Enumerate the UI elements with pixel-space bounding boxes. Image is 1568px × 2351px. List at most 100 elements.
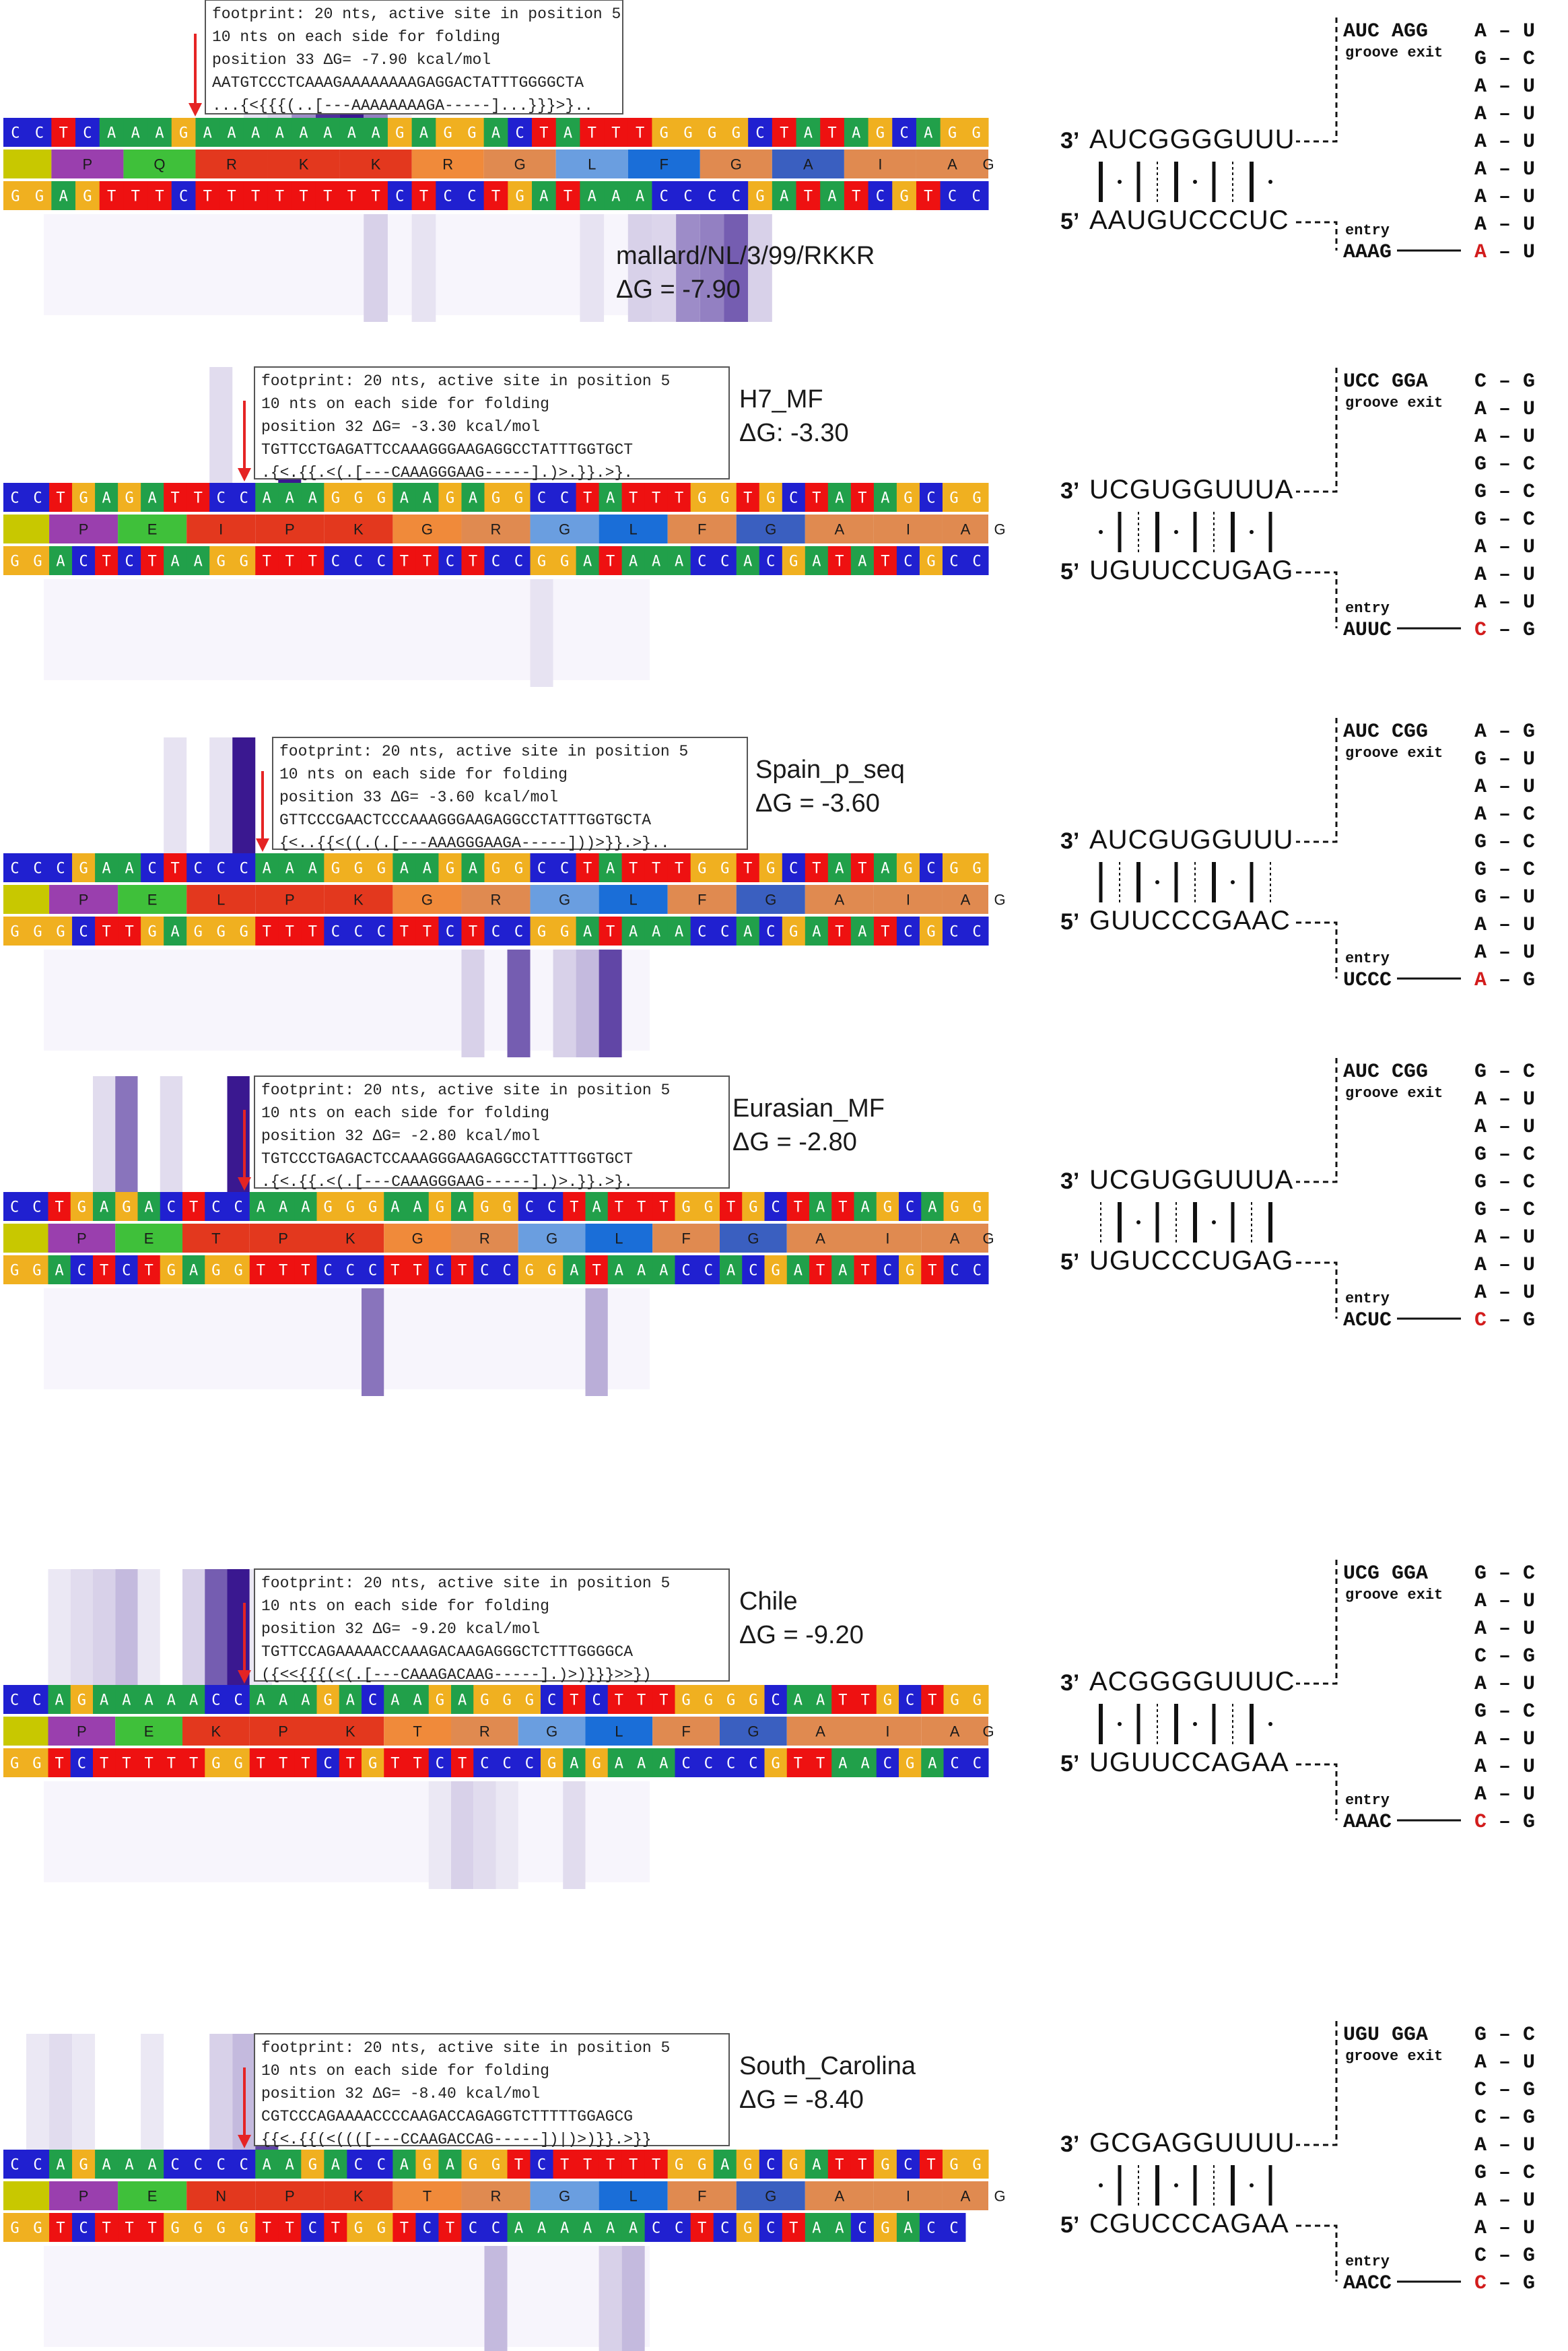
five-prime-sequence: AAUGUCCCUC xyxy=(1089,205,1289,235)
nucleotide-label: C xyxy=(514,554,523,570)
nucleotide-cell xyxy=(873,2213,897,2242)
nucleotide-cell xyxy=(921,1748,944,1777)
info-box xyxy=(272,737,748,850)
nucleotide-label: C xyxy=(949,554,958,570)
nucleotide-label: A xyxy=(279,1692,287,1709)
nucleotide-cell xyxy=(576,917,600,946)
nucleotide-cell xyxy=(736,917,760,946)
nucleotide-cell xyxy=(232,2150,256,2179)
nucleotide-cell xyxy=(301,483,325,512)
nucleotide-cell xyxy=(3,1685,26,1714)
groove-exit-label: groove exit xyxy=(1345,1085,1443,1102)
shade-lane xyxy=(580,214,605,322)
nucleotide-cell xyxy=(690,2213,714,2242)
amino-acid-label: R xyxy=(479,1230,490,1247)
nucleotide-cell xyxy=(182,1192,205,1221)
base-pair: A – U xyxy=(1474,186,1535,209)
nucleotide-cell xyxy=(553,546,577,575)
nucleotide-cell xyxy=(782,2150,806,2179)
shade-lane xyxy=(227,1076,250,1192)
base-pair: A – U xyxy=(1474,1254,1535,1277)
nucleotide-label: C xyxy=(949,924,958,941)
nucleotide-label: G xyxy=(179,125,188,142)
nucleotide-label: T xyxy=(423,924,432,941)
nucleotide-label: T xyxy=(145,1756,154,1773)
hairpin-diagram: AUC CGG A – G groove exit G – U A – U A – C G … xyxy=(1060,718,1535,992)
nucleotide-cell xyxy=(278,483,302,512)
nucleotide-cell xyxy=(965,853,989,882)
base-pair: A – U xyxy=(1474,776,1535,799)
nucleotide-label: A xyxy=(838,1756,847,1773)
amino-acid-label: G xyxy=(994,892,1005,908)
nucleotide-label: T xyxy=(469,554,477,570)
amino-acid-cell xyxy=(805,515,874,543)
nucleotide-label: A xyxy=(346,1692,355,1709)
amino-acid-cell xyxy=(3,1717,48,1746)
nucleotide-cell xyxy=(555,181,580,210)
shade-lane xyxy=(676,214,700,322)
nucleotide-label: T xyxy=(852,189,860,205)
three-prime-sequence: AUCGGGGUUU xyxy=(1089,125,1295,154)
nucleotide-label: T xyxy=(458,1263,467,1280)
nucleotide-cell xyxy=(219,118,244,147)
nucleotide-label: T xyxy=(331,2220,340,2237)
nucleotide-cell xyxy=(831,1192,854,1221)
nucleotide-label: C xyxy=(704,1756,713,1773)
nucleotide-label: A xyxy=(881,490,889,507)
nucleotide-label: T xyxy=(570,1199,578,1216)
five-prime-label: 5’ xyxy=(1060,1249,1079,1275)
nucleotide-cell xyxy=(164,2150,187,2179)
nucleotide-label: A xyxy=(629,554,638,570)
nucleotide-cell xyxy=(347,853,370,882)
nucleotide-cell xyxy=(563,1192,586,1221)
nucleotide-label: A xyxy=(606,861,615,878)
nucleotide-label: T xyxy=(637,1692,646,1709)
nucleotide-cell xyxy=(451,1685,474,1714)
nucleotide-cell xyxy=(805,2150,829,2179)
nucleotide-label: A xyxy=(858,554,866,570)
entry-label: entry xyxy=(1345,2253,1390,2270)
base-pair: – G xyxy=(1499,1309,1535,1332)
strain-name: South_Carolina xyxy=(739,2052,916,2080)
nucleotide-label: A xyxy=(148,490,157,507)
nucleotide-cell xyxy=(339,181,364,210)
nucleotide-cell xyxy=(965,917,989,946)
nucleotide-label: C xyxy=(972,189,981,205)
amino-acid-label: P xyxy=(79,892,89,908)
nucleotide-cell xyxy=(690,546,714,575)
nucleotide-label: G xyxy=(704,1199,713,1216)
nucleotide-cell xyxy=(530,2150,554,2179)
nucleotide-label: C xyxy=(436,1756,444,1773)
delta-g-value: ΔG = -2.80 xyxy=(732,1128,857,1156)
nucleotide-label: C xyxy=(33,2157,42,2174)
nucleotide-label: C xyxy=(480,1756,489,1773)
nucleotide-cell xyxy=(347,2213,370,2242)
nucleotide-cell xyxy=(255,917,279,946)
nucleotide-cell xyxy=(393,2150,416,2179)
nucleotide-cell xyxy=(831,1748,854,1777)
nucleotide-cell xyxy=(585,1685,609,1714)
nucleotide-label: A xyxy=(171,554,180,570)
nucleotide-label: A xyxy=(155,125,164,142)
nucleotide-cell xyxy=(186,546,210,575)
amino-acid-label: I xyxy=(906,2188,910,2205)
amino-acid-cell xyxy=(461,885,531,914)
nucleotide-label: T xyxy=(107,189,116,205)
base-pair: A – U xyxy=(1474,2189,1535,2212)
nucleotide-label: T xyxy=(102,2220,110,2237)
amino-acid-cell xyxy=(118,2181,187,2210)
nucleotide-label: T xyxy=(615,1199,623,1216)
info-line: GTTCCCGAACTCCCAAAGGGAAGAGGCCTATTTGGTGCTA xyxy=(279,812,651,829)
nucleotide-label: A xyxy=(167,1692,176,1709)
nucleotide-cell xyxy=(362,1685,384,1714)
nucleotide-label: T xyxy=(102,554,110,570)
nucleotide-label: G xyxy=(503,1199,512,1216)
shade-lane xyxy=(507,950,531,1057)
lead-sequence: UGU GGA xyxy=(1343,2024,1428,2047)
nucleotide-label: C xyxy=(240,861,248,878)
base-pair: A – U xyxy=(1474,1728,1535,1751)
nucleotide-label: T xyxy=(203,189,212,205)
five-prime-label: 5’ xyxy=(1060,559,1079,585)
nucleotide-cell xyxy=(827,2150,852,2179)
amino-acid-label: L xyxy=(629,521,638,538)
